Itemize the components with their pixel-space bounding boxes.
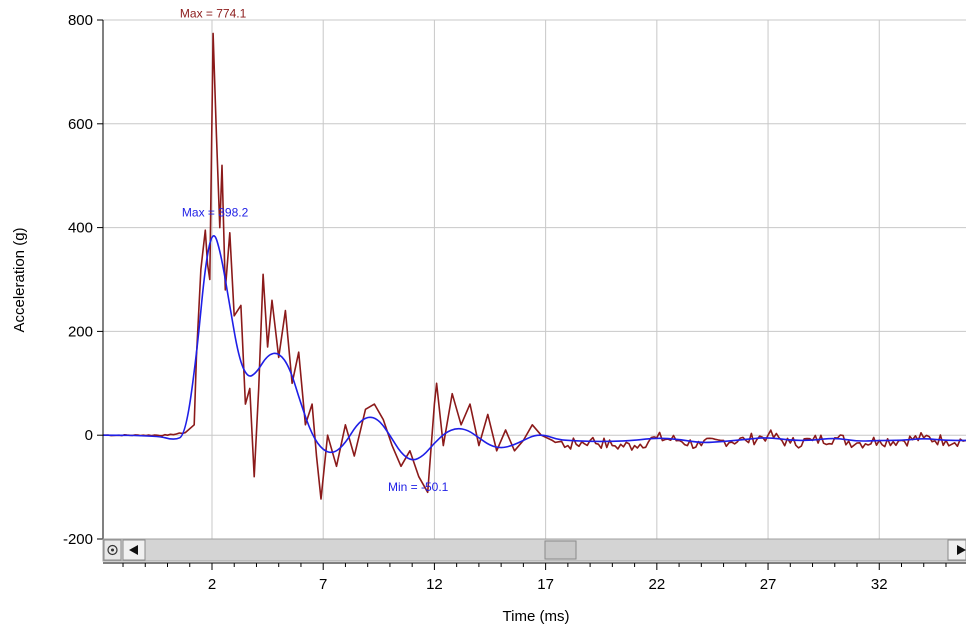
arrow-right-icon [957, 545, 966, 555]
series-group [102, 32, 966, 500]
y-tick-label: -200 [63, 531, 93, 548]
x-tick-label: 12 [426, 576, 443, 593]
zoom-reset-icon [107, 544, 118, 556]
x-tick-label: 27 [760, 576, 777, 593]
arrow-left-icon [129, 545, 138, 555]
y-tick-label: 600 [68, 116, 93, 133]
annotation-label: Min = -50.1 [388, 480, 449, 494]
x-tick-label: 22 [648, 576, 665, 593]
annotation-label: Max = 398.2 [182, 206, 249, 220]
horizontal-scrollbar[interactable] [102, 538, 966, 562]
scrollbar-thumb[interactable] [544, 540, 577, 560]
x-tick-label: 2 [208, 576, 216, 593]
y-tick-label: 200 [68, 323, 93, 340]
scrollbar-track[interactable] [102, 538, 966, 562]
y-tick-label: 400 [68, 220, 93, 237]
zoom-reset-icon-dot [111, 548, 114, 552]
x-axis-title: Time (ms) [503, 608, 570, 625]
y-tick-label: 0 [85, 427, 93, 444]
annotation-label: Max = 774.1 [180, 6, 247, 20]
series-filtered-line [102, 235, 966, 461]
series-raw-line [103, 32, 966, 500]
x-tick-label: 7 [319, 576, 327, 593]
x-tick-label: 17 [537, 576, 554, 593]
y-axis-title: Acceleration (g) [11, 227, 28, 332]
y-tick-label: 800 [68, 12, 93, 29]
x-tick-label: 32 [871, 576, 888, 593]
